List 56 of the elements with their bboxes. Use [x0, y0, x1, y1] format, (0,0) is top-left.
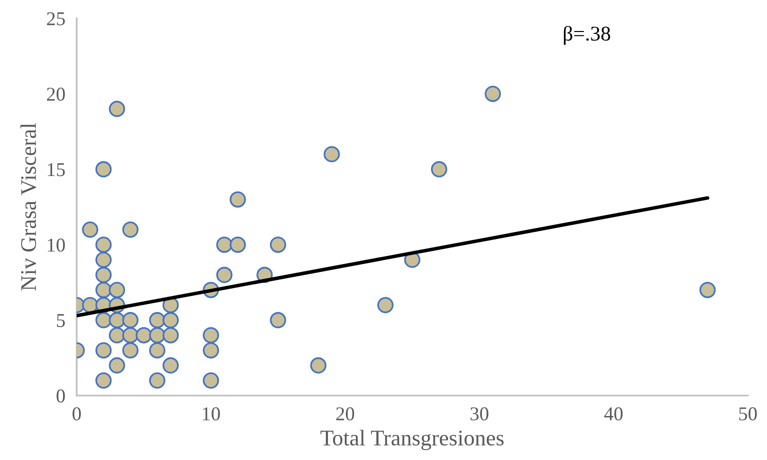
x-tick-label: 50 — [739, 407, 757, 420]
point — [136, 327, 152, 344]
point — [149, 327, 166, 344]
point — [95, 266, 112, 284]
point — [162, 312, 179, 328]
point — [108, 327, 126, 344]
point — [162, 357, 179, 374]
x-tick-label: 30 — [470, 407, 488, 420]
point — [82, 222, 98, 238]
x-tick-label: 10 — [202, 407, 220, 420]
point — [95, 372, 112, 389]
point — [484, 86, 501, 102]
point — [230, 191, 246, 208]
point — [149, 312, 166, 328]
y-axis-title: Niv Grasa Visceral — [20, 123, 36, 291]
point — [122, 327, 139, 344]
point — [377, 296, 394, 314]
point — [202, 372, 220, 389]
point — [202, 327, 220, 344]
point — [108, 282, 126, 298]
point — [216, 266, 232, 284]
point — [202, 342, 220, 358]
point — [149, 372, 166, 389]
point — [430, 161, 448, 178]
point — [230, 236, 246, 253]
x-tick-label: 40 — [604, 407, 623, 420]
point — [122, 312, 139, 328]
point — [122, 342, 139, 358]
point — [95, 252, 112, 268]
point — [95, 161, 112, 178]
point — [95, 342, 112, 358]
point — [95, 312, 112, 328]
point — [324, 146, 340, 162]
point — [270, 312, 286, 328]
point — [108, 312, 126, 328]
point — [95, 236, 112, 253]
point — [162, 327, 179, 344]
y-tick-label: 20 — [47, 88, 65, 101]
point — [310, 357, 326, 374]
y-tick-label: 15 — [48, 163, 65, 176]
y-tick-label: 5 — [56, 314, 65, 328]
point — [270, 236, 286, 253]
point — [216, 236, 232, 253]
x-tick-label: 0 — [72, 407, 81, 420]
point — [122, 222, 139, 238]
x-axis-title: Total Transgresiones — [320, 430, 504, 450]
annotation: β=.38 — [564, 26, 610, 45]
point — [108, 357, 126, 374]
y-tick-label: 25 — [47, 12, 65, 26]
point — [149, 342, 166, 358]
point — [108, 100, 126, 118]
point — [699, 282, 716, 298]
y-tick-label: 0 — [56, 389, 65, 403]
x-tick-label: 20 — [336, 407, 354, 420]
point — [95, 282, 112, 298]
y-tick-label: 10 — [48, 238, 65, 252]
